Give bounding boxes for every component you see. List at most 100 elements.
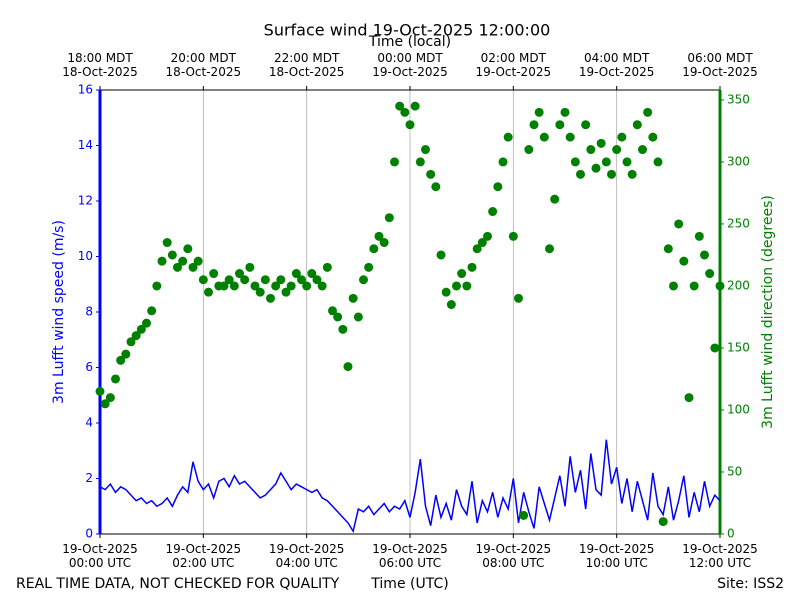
direction-point (591, 163, 601, 173)
direction-point (374, 231, 384, 241)
direction-point (617, 132, 627, 142)
chart-title: Surface wind 19-Oct-2025 12:00:00 (264, 21, 551, 40)
top-axis-label: Time (local) (368, 34, 451, 50)
direction-point (612, 145, 622, 155)
direction-point (162, 238, 172, 248)
y-tick-label: 6 (85, 360, 93, 374)
direction-point (157, 256, 167, 266)
direction-point (653, 157, 663, 167)
direction-point (488, 207, 498, 217)
y-axis-label: 3m Lufft wind speed (m/s) (51, 220, 67, 404)
direction-point (328, 306, 337, 316)
direction-point (524, 145, 534, 155)
direction-point (550, 194, 560, 204)
direction-point (131, 331, 141, 341)
direction-point (601, 157, 611, 167)
speed-line (99, 439, 721, 534)
x2-tick-label: 22:00 MDT 18-Oct-2025 (268, 51, 345, 79)
x-tick-label: 19-Oct-2025 04:00 UTC (268, 542, 345, 570)
direction-point (663, 244, 673, 254)
direction-point (519, 510, 529, 520)
y-tick-label: 14 (78, 138, 93, 152)
direction-point (276, 275, 286, 285)
direction-point (607, 169, 616, 179)
direction-point (632, 120, 642, 130)
direction-point (493, 182, 503, 192)
direction-point (446, 300, 456, 310)
x2-tick-label: 00:00 MDT 19-Oct-2025 (372, 51, 448, 79)
direction-point (539, 132, 549, 142)
direction-point (173, 262, 182, 272)
direction-point (477, 238, 487, 248)
direction-point (472, 244, 482, 254)
direction-point (395, 101, 405, 111)
x2-tick-label: 20:00 MDT 18-Oct-2025 (165, 51, 242, 79)
direction-point (198, 275, 208, 285)
direction-point (204, 287, 213, 297)
direction-point (105, 393, 115, 403)
direction-point (514, 293, 523, 303)
x2-tick-label: 04:00 MDT 19-Oct-2025 (578, 51, 655, 79)
y2-tick-label: 50 (727, 464, 742, 478)
direction-point (405, 120, 415, 130)
x-tick-label: 19-Oct-2025 06:00 UTC (372, 542, 448, 570)
direction-point (400, 107, 410, 117)
footer-right: Site: ISS2 (717, 576, 784, 592)
direction-point (529, 120, 539, 130)
y-tick-label: 2 (85, 471, 93, 485)
direction-point (255, 287, 265, 297)
y2-axis-label: 3m Lufft wind direction (degrees) (760, 195, 776, 429)
direction-point (111, 374, 120, 384)
direction-point (694, 231, 704, 241)
y2-tick-label: 300 (727, 154, 750, 168)
x-tick-label: 19-Oct-2025 08:00 UTC (475, 542, 552, 570)
direction-point (281, 287, 291, 297)
direction-point (669, 281, 678, 291)
direction-point (674, 219, 684, 229)
direction-point (457, 269, 467, 279)
direction-point (142, 318, 151, 328)
y2-tick-label: 200 (727, 278, 750, 292)
direction-point (116, 355, 126, 365)
direction-point (188, 262, 198, 272)
direction-point (555, 120, 565, 130)
footer-left: REAL TIME DATA, NOT CHECKED FOR QUALITY (16, 576, 340, 592)
direction-point (307, 269, 317, 279)
direction-point (193, 256, 203, 266)
direction-point (136, 324, 146, 334)
direction-point (415, 157, 425, 167)
y2-tick-label: 350 (727, 92, 750, 106)
direction-point (705, 269, 715, 279)
direction-point (209, 269, 219, 279)
x2-tick-label: 06:00 MDT 19-Oct-2025 (682, 51, 758, 79)
direction-point (679, 256, 689, 266)
direction-point (503, 132, 513, 142)
direction-point (152, 281, 162, 291)
direction-point (260, 275, 270, 285)
direction-point (178, 256, 188, 266)
direction-point (421, 145, 430, 155)
direction-point (638, 145, 647, 155)
direction-point (297, 275, 306, 285)
x-tick-label: 19-Oct-2025 02:00 UTC (165, 542, 242, 570)
direction-point (333, 312, 343, 322)
direction-point (312, 275, 322, 285)
direction-point (586, 145, 596, 155)
direction-point (343, 362, 353, 372)
direction-point (245, 262, 255, 272)
direction-point (658, 517, 668, 527)
direction-point (167, 250, 177, 260)
direction-point (379, 238, 389, 248)
direction-point (498, 157, 508, 167)
direction-point (95, 386, 105, 396)
direction-point (390, 157, 399, 167)
direction-point (426, 169, 436, 179)
direction-point (353, 312, 363, 322)
direction-point (147, 306, 157, 316)
direction-point (462, 281, 472, 291)
direction-point (700, 250, 709, 260)
y-tick-label: 8 (85, 305, 93, 319)
direction-point (467, 262, 477, 272)
